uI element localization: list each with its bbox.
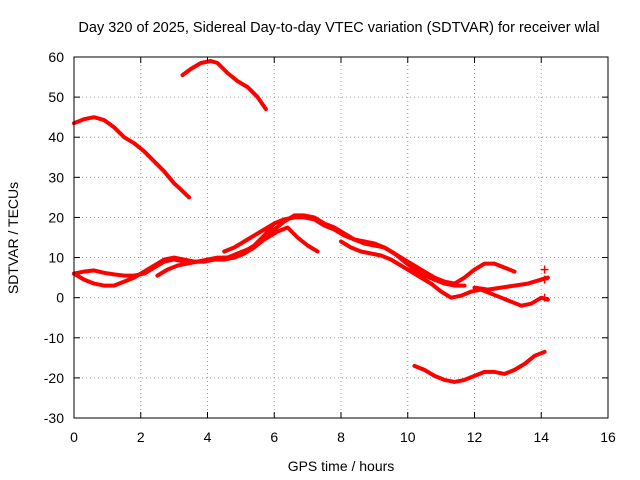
x-tick-label: 8: [337, 429, 345, 445]
x-tick-label: 14: [533, 429, 549, 445]
series-arc-1: [72, 115, 192, 200]
chart-title: Day 320 of 2025, Sidereal Day-to-day VTE…: [78, 20, 599, 36]
grid-lines: [74, 57, 608, 418]
axis-ticks: [73, 56, 609, 419]
y-tick-label: 50: [48, 89, 64, 105]
x-tick-label: 10: [400, 429, 416, 445]
y-tick-label: 40: [48, 129, 64, 145]
plus-marker: [540, 293, 549, 302]
y-tick-label: 60: [48, 49, 64, 65]
y-tick-label: -20: [44, 370, 64, 386]
y-axis-label: SDTVAR / TECUs: [5, 182, 21, 294]
y-tick-labels: -30 -20 -10 0 10 20 30 40 50 60: [44, 49, 64, 426]
series-arc-5: [155, 225, 320, 278]
x-tick-label: 2: [137, 429, 145, 445]
y-tick-label: 30: [48, 169, 64, 185]
x-axis-label: GPS time / hours: [288, 458, 395, 474]
x-tick-label: 16: [600, 429, 616, 445]
series-arc-6: [222, 215, 297, 254]
series-arc-4: [72, 213, 517, 288]
x-tick-label: 4: [204, 429, 212, 445]
series-arc-9: [412, 349, 547, 384]
x-tick-label: 12: [467, 429, 483, 445]
x-tick-label: 6: [270, 429, 278, 445]
x-tick-labels: 0 2 4 6 8 10 12 14 16: [70, 429, 616, 445]
x-tick-label: 0: [70, 429, 78, 445]
y-tick-label: 20: [48, 209, 64, 225]
series-arc-2: [180, 59, 268, 112]
y-tick-label: -10: [44, 330, 64, 346]
data-traces: [72, 59, 550, 384]
y-tick-label: -30: [44, 410, 64, 426]
y-tick-label: 0: [56, 290, 64, 306]
series-arc-8: [472, 275, 550, 292]
series-arc-7: [339, 239, 550, 308]
plus-marker: [540, 265, 549, 274]
y-tick-label: 10: [48, 250, 64, 266]
plus-marker: [540, 275, 549, 284]
